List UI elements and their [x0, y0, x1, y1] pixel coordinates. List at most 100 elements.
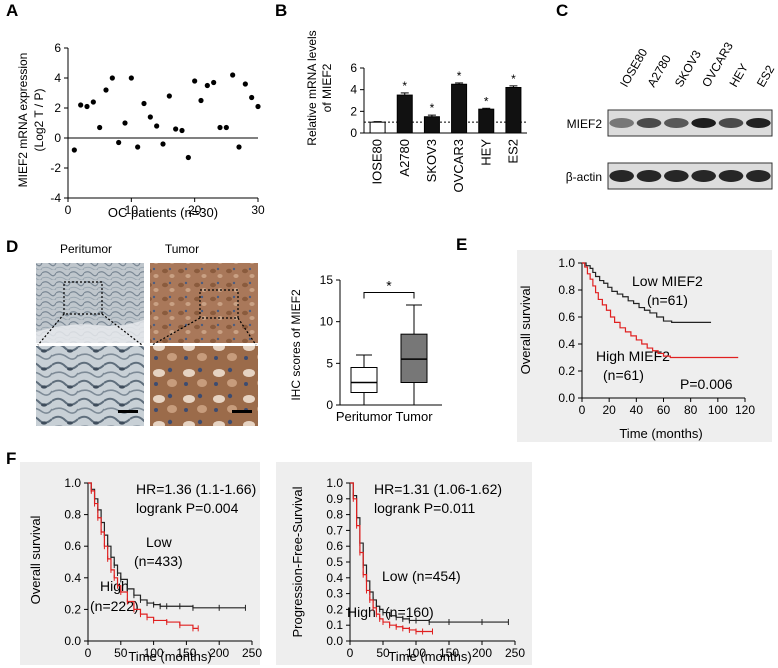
- blot-band: [636, 118, 662, 128]
- e-legend-low-n: (n=61): [647, 292, 688, 308]
- f2-ytick-label: 0.2: [326, 602, 343, 616]
- b-significance-star: *: [511, 72, 516, 86]
- ihc-tumor-zoom-line-left: [151, 317, 201, 346]
- a-point: [103, 87, 109, 93]
- e-legend-low: Low MIEF2: [632, 273, 703, 289]
- a-point: [249, 94, 255, 101]
- blot-lane-label: A2780: [644, 52, 674, 89]
- f2-logrank: logrank P=0.011: [374, 500, 476, 516]
- f1-series-line-high: [88, 482, 199, 629]
- f2-ytick-label: 1.0: [326, 476, 343, 490]
- ihc-tumor-low-mag: [150, 263, 258, 343]
- a-ylabel-line1: MIEF2 mRNA expression: [16, 53, 30, 188]
- a-ytick-label: 0: [54, 131, 61, 145]
- a-point: [109, 75, 115, 81]
- f2-background: [276, 462, 532, 665]
- f2-xtick-label: 200: [472, 646, 492, 660]
- a-point: [179, 127, 185, 134]
- f2-xlabel: Time (months): [388, 649, 471, 664]
- blot-band: [609, 170, 634, 182]
- ihc-panel-d: Peritumor Tumor IHC scores of MIEF2 0 5 10…: [36, 242, 442, 426]
- scatter-chart-a: MIEF2 mRNA expression (Log2 T / P) OC pa…: [16, 41, 265, 220]
- f1-legend-high: High: [100, 578, 129, 594]
- f2-hr: HR=1.31 (1.06-1.62): [374, 481, 502, 497]
- b-significance-star: *: [484, 94, 489, 108]
- e-series-line-low: [582, 262, 712, 323]
- e-xlabel: Time (months): [619, 426, 702, 441]
- a-point: [147, 114, 153, 120]
- blot-lane-label: HEY: [726, 61, 750, 89]
- panel-label-b: B: [275, 1, 287, 20]
- a-point: [141, 100, 147, 107]
- ihc-peritumor-zoom-box: [63, 281, 103, 315]
- a-point: [223, 124, 229, 131]
- blot-band: [718, 170, 744, 182]
- f2-ytick-label: 0.4: [326, 571, 343, 585]
- f2-ytick-label: 0.1: [326, 618, 343, 632]
- e-legend-high-n: (n=61): [603, 367, 644, 383]
- ihc-peritumor-high-mag: [36, 346, 144, 426]
- a-point: [78, 102, 84, 108]
- blot-band: [691, 170, 716, 182]
- a-point: [230, 72, 236, 78]
- b-significance-star: *: [402, 79, 407, 93]
- b-significance-star: *: [430, 101, 435, 115]
- f1-xlabel: Time (months): [128, 649, 211, 664]
- e-series-line-high: [582, 262, 739, 359]
- d-ytick-label: 5: [326, 356, 333, 370]
- panel-label-f: F: [6, 449, 16, 468]
- f1-ytick-label: 1.0: [64, 476, 81, 490]
- f1-legend-high-n: (n=222): [90, 598, 139, 614]
- panel-label-e: E: [456, 235, 467, 254]
- f2-legend-high: High: [347, 604, 376, 620]
- f1-ytick-label: 0.2: [64, 602, 81, 616]
- d-category-label: Tumor: [395, 409, 433, 424]
- a-ytick-label: 2: [54, 101, 61, 115]
- a-point: [242, 81, 248, 87]
- b-ytick-label: 0: [350, 126, 357, 140]
- ihc-peritumor-zoom-line-left: [37, 313, 65, 346]
- f1-legend-low-n: (n=433): [134, 553, 183, 569]
- f2-ytick-label: 0.9: [326, 492, 343, 506]
- a-xtick-label: 10: [125, 203, 139, 217]
- km-chart-f2: Progression-Free-Survival Time (months) …: [276, 462, 532, 665]
- a-point: [192, 78, 198, 84]
- e-xtick-label: 20: [602, 403, 616, 417]
- blot-row-label: β-actin: [566, 170, 602, 184]
- ihc-scale-bar-tumor: [232, 410, 252, 413]
- b-ytick-label: 2: [350, 104, 357, 118]
- blot-row-label: MIEF2: [567, 117, 603, 131]
- f1-ylabel: Overall survival: [28, 515, 43, 604]
- a-point: [166, 93, 172, 99]
- f2-ytick-label: 0.6: [326, 539, 343, 553]
- f1-background: [20, 462, 260, 665]
- a-point: [198, 97, 204, 104]
- ihc-peritumor-label: Peritumor: [60, 242, 112, 256]
- b-bar: [505, 87, 522, 134]
- f1-xtick-label: 200: [209, 646, 229, 660]
- e-ytick-label: 0.0: [558, 391, 575, 405]
- e-xtick-label: 40: [630, 403, 644, 417]
- a-xtick-label: 0: [65, 203, 72, 217]
- a-point: [204, 82, 210, 89]
- b-significance-star: *: [457, 69, 462, 83]
- f2-ytick-label: 0.5: [326, 555, 343, 569]
- a-point: [160, 141, 166, 147]
- f1-logrank: logrank P=0.004: [136, 500, 239, 516]
- a-point: [211, 79, 217, 86]
- b-ytick-label: 6: [350, 61, 357, 75]
- f2-xtick-label: 100: [406, 646, 426, 660]
- blot-band: [718, 118, 744, 128]
- d-box: [400, 333, 428, 383]
- f2-legend-low-n: (n=454): [412, 568, 461, 584]
- ihc-peritumor-zoom-line-right: [101, 313, 143, 346]
- a-point: [255, 103, 261, 110]
- a-ylabel-line2: (Log2 T / P): [32, 89, 46, 152]
- f2-legend-low: Low: [382, 568, 409, 584]
- ihc-tumor-high-mag: [150, 346, 258, 426]
- f2-ytick-label: 0.7: [326, 523, 343, 537]
- b-category-label: ES2: [505, 139, 520, 164]
- blot-band: [691, 118, 716, 128]
